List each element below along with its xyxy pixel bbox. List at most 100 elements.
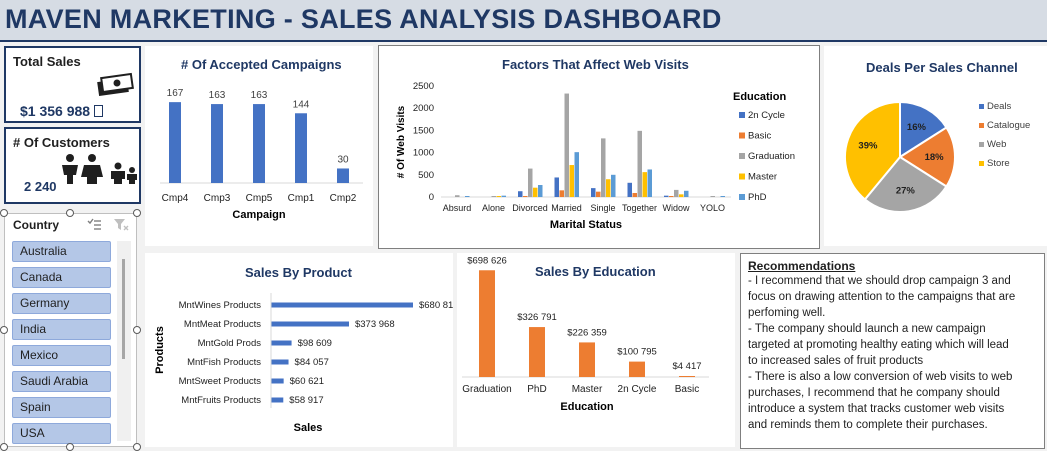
sales-education-chart: Sales By Education $698 626 Graduation $32…	[457, 253, 735, 447]
slicer-title: Country	[13, 218, 59, 232]
data-label: $84 057	[295, 357, 329, 368]
x-tick-label: Cmp4	[162, 193, 189, 204]
x-tick-label: PhD	[527, 384, 546, 395]
resize-handle[interactable]	[66, 209, 74, 217]
bar	[169, 102, 181, 183]
y-tick-label: MntMeat Products	[184, 319, 261, 330]
x-tick-label: Cmp2	[330, 193, 357, 204]
sales-product-chart: Sales By Product MntWines Products $680 8…	[145, 253, 453, 447]
chart-title: # Of Accepted Campaigns	[181, 57, 342, 72]
legend-swatch	[979, 142, 984, 147]
bar	[679, 194, 684, 197]
recommendation-line: - I recommend that we should drop campai…	[748, 275, 1011, 287]
sales-channel-chart: Deals Per Sales Channel 16% 18% 27% 39% Deal…	[824, 46, 1047, 246]
pie-label: 27%	[896, 186, 916, 197]
sales-channel-plot: 16% 18% 27% 39% Deals Catalogue Web Store	[844, 100, 1030, 213]
legend-item: Catalogue	[987, 120, 1030, 131]
data-label: $100 795	[617, 347, 657, 358]
bar	[632, 193, 637, 197]
page-title: MAVEN MARKETING - SALES ANALYSIS DASHBOA…	[5, 4, 722, 34]
resize-handle[interactable]	[0, 326, 8, 334]
bar	[554, 177, 559, 197]
clear-filter-icon[interactable]	[113, 218, 129, 232]
x-tick-label: Alone	[482, 203, 505, 213]
bar	[455, 195, 460, 197]
family-icon	[62, 154, 137, 184]
pie-slice	[844, 100, 901, 201]
x-tick-label: Cmp3	[204, 193, 231, 204]
data-label: 167	[167, 88, 184, 99]
recommendation-line: targeted at promoting healthy eating whi…	[748, 339, 1009, 351]
chart-title: Deals Per Sales Channel	[866, 60, 1018, 75]
x-tick-label: Cmp1	[288, 193, 315, 204]
bar	[574, 152, 579, 197]
slicer-item-spain[interactable]: Spain	[12, 397, 111, 418]
x-tick-label: Basic	[675, 384, 699, 395]
slicer-item-australia[interactable]: Australia	[12, 241, 111, 262]
bar	[611, 174, 616, 197]
multi-select-icon[interactable]	[87, 218, 102, 232]
slicer-item-canada[interactable]: Canada	[12, 267, 111, 288]
slicer-scrollbar[interactable]	[117, 241, 131, 441]
legend-swatch	[739, 173, 745, 180]
bar	[533, 187, 538, 197]
bar	[637, 130, 642, 197]
x-axis-title: Campaign	[232, 209, 285, 221]
bar	[271, 302, 413, 308]
bar	[479, 270, 495, 377]
y-tick-label: MntFish Products	[187, 357, 261, 368]
scrollbar-thumb[interactable]	[122, 259, 125, 359]
bar	[295, 113, 307, 183]
resize-handle[interactable]	[133, 326, 141, 334]
bar	[271, 397, 284, 403]
data-label: $373 968	[355, 319, 395, 330]
slicer-item-india[interactable]: India	[12, 319, 111, 340]
slicer-item-saudi-arabia[interactable]: Saudi Arabia	[12, 371, 111, 392]
customers-label: # Of Customers	[13, 135, 110, 150]
bar	[720, 196, 725, 197]
bar	[491, 196, 496, 197]
slicer-item-usa[interactable]: USA	[12, 423, 111, 444]
chart-title: Factors That Affect Web Visits	[502, 57, 689, 72]
recommendation-line: - The company should launch a new campai…	[748, 323, 986, 335]
bar	[579, 342, 595, 377]
resize-handle[interactable]	[133, 209, 141, 217]
pie-slice	[898, 126, 956, 188]
bar	[606, 179, 611, 197]
chart-title: Sales By Education	[535, 264, 656, 279]
resize-handle[interactable]	[0, 209, 8, 217]
x-tick-label: Widow	[662, 203, 690, 213]
bar	[684, 190, 689, 197]
pie-label: 39%	[858, 140, 878, 151]
legend-item: Master	[748, 172, 777, 183]
pie-label: 18%	[925, 152, 945, 163]
legend-item: Graduation	[748, 151, 795, 162]
bar	[629, 361, 645, 377]
recommendation-line: - There is also a low conversion of web …	[748, 371, 1013, 383]
bar	[529, 327, 545, 377]
y-tick-label: MntWines Products	[179, 300, 262, 311]
x-tick-label: Cmp5	[246, 193, 273, 204]
slicer-item-mexico[interactable]: Mexico	[12, 345, 111, 366]
y-tick-label: 1500	[413, 125, 434, 136]
recommendation-line: purchases, I recommend that he company s…	[748, 387, 1000, 399]
bar	[271, 378, 284, 384]
bar	[627, 182, 632, 197]
legend-item: Basic	[748, 131, 771, 142]
recommendation-line: focus on drawing attention to the campai…	[748, 291, 1016, 303]
bar	[528, 168, 533, 197]
y-tick-label: MntFruits Products	[181, 395, 261, 406]
sales-education-plot: $698 626 Graduation $326 791 PhD $226 359 Mas…	[462, 255, 709, 413]
slicer-item-germany[interactable]: Germany	[12, 293, 111, 314]
legend-swatch	[979, 123, 984, 128]
data-label: $326 791	[517, 312, 557, 323]
title-bar: MAVEN MARKETING - SALES ANALYSIS DASHBOA…	[0, 0, 1047, 42]
recommendations-panel: Recommendations - I recommend that we sh…	[740, 253, 1045, 449]
data-label: 163	[251, 90, 268, 101]
y-tick-label: MntGold Prods	[198, 338, 262, 349]
legend-swatch	[739, 153, 745, 159]
bar	[669, 196, 674, 197]
legend-item: Web	[987, 139, 1006, 150]
country-slicer[interactable]: Country Australia Canada Germany India M…	[4, 213, 137, 447]
